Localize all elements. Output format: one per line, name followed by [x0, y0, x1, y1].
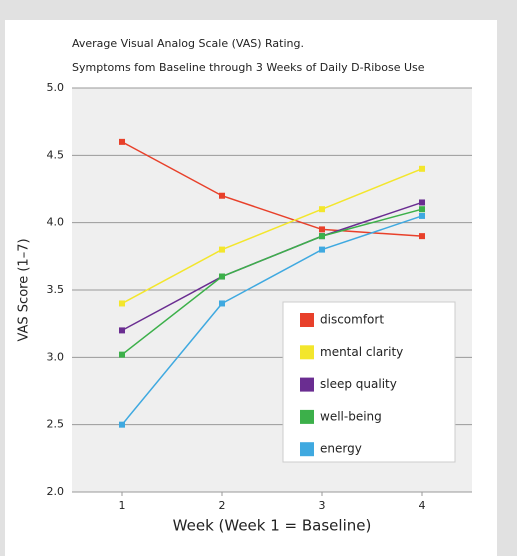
- point: [419, 206, 425, 213]
- y-axis-label: VAS Score (1–7): [17, 238, 32, 341]
- point: [219, 300, 225, 307]
- y-tick-label: 5.0: [47, 81, 65, 94]
- point: [419, 165, 425, 172]
- point: [319, 206, 325, 213]
- x-tick-label: 2: [219, 499, 226, 512]
- point: [419, 199, 425, 206]
- legend-swatch: [300, 345, 314, 360]
- y-tick-label: 3.5: [47, 283, 65, 296]
- legend-swatch: [300, 377, 314, 392]
- point: [419, 212, 425, 219]
- line: [121, 215, 423, 426]
- y-tick-label: 4.0: [47, 216, 65, 229]
- x-axis-label: Week (Week 1 = Baseline): [173, 517, 372, 535]
- y-tick-label: 4.5: [47, 148, 65, 161]
- x-tick-label: 4: [419, 499, 426, 512]
- chart-subtitle: Symptoms fom Baseline through 3 Weeks of…: [72, 61, 425, 74]
- point: [319, 226, 325, 233]
- point: [119, 327, 125, 334]
- point: [219, 246, 225, 253]
- line: [121, 168, 423, 305]
- legend-swatch: [300, 409, 314, 424]
- point: [119, 351, 125, 358]
- legend-label: energy: [320, 442, 362, 456]
- point: [119, 421, 125, 428]
- line: [121, 208, 423, 356]
- y-tick-label: 2.0: [47, 485, 65, 498]
- legend-label: mental clarity: [320, 345, 403, 359]
- legend-label: well-being: [320, 409, 382, 423]
- y-tick-label: 3.0: [47, 350, 65, 363]
- legend: discomfort mental clarity sleep quality wel…: [282, 301, 456, 463]
- point: [219, 192, 225, 199]
- legend-swatch: [300, 442, 314, 457]
- x-tick-label: 1: [119, 499, 126, 512]
- point: [319, 233, 325, 240]
- point: [219, 273, 225, 280]
- point: [119, 300, 125, 307]
- legend-label: discomfort: [320, 313, 384, 327]
- point: [419, 233, 425, 240]
- legend-swatch: [300, 313, 314, 327]
- point: [119, 138, 125, 145]
- chart-title: Average Visual Analog Scale (VAS) Rating…: [72, 37, 304, 50]
- y-tick-label: 2.5: [47, 418, 65, 431]
- legend-label: sleep quality: [320, 377, 397, 391]
- point: [319, 246, 325, 253]
- x-tick-label: 3: [319, 499, 326, 512]
